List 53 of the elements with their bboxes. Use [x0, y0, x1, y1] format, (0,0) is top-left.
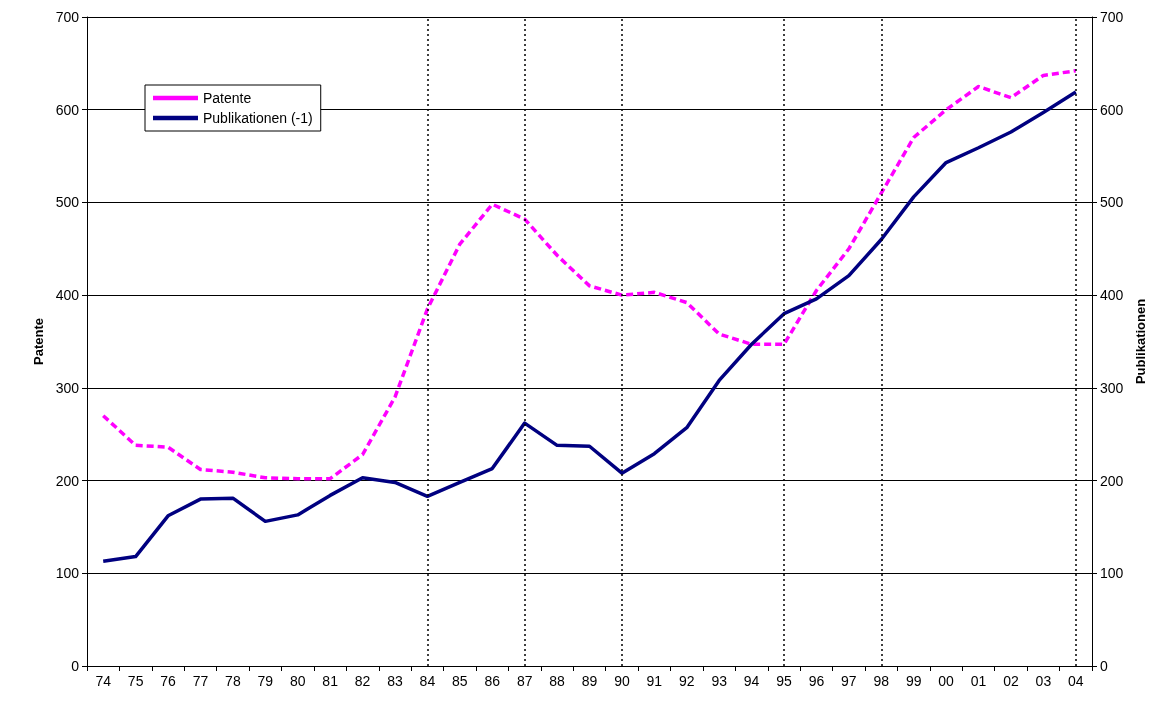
y-tick-label: 500	[55, 194, 80, 211]
x-tick-label: 87	[516, 673, 533, 689]
x-tick-label: 80	[289, 673, 306, 689]
y2-tick-label: 400	[1100, 287, 1124, 304]
y2-tick-label: 100	[1100, 565, 1124, 582]
x-tick-label: 75	[127, 673, 144, 689]
y2-tick-label: 300	[1100, 379, 1124, 396]
y2-tick-label: 600	[1100, 101, 1124, 118]
y2-axis-title: Publikationen	[1133, 298, 1149, 385]
y2-tick-label: 700	[1100, 9, 1124, 25]
x-tick-label: 82	[354, 673, 371, 689]
y2-tick-label: 200	[1100, 472, 1124, 489]
x-tick-label: 04	[1068, 673, 1084, 689]
x-tick-label: 78	[225, 673, 241, 689]
x-tick-label: 97	[841, 673, 857, 689]
x-tick-label: 96	[808, 673, 825, 689]
x-tick-label: 85	[452, 673, 468, 689]
x-tick-label: 92	[678, 673, 695, 689]
x-tick-label: 94	[743, 673, 760, 689]
x-tick-label: 84	[419, 673, 436, 689]
legend-label: Patente	[203, 90, 252, 106]
x-tick-label: 88	[549, 673, 566, 689]
x-tick-label: 81	[322, 673, 339, 689]
y-tick-label: 700	[55, 9, 80, 25]
y-tick-label: 600	[55, 101, 80, 118]
y2-tick-label: 0	[1100, 658, 1108, 674]
x-tick-label: 93	[711, 673, 728, 689]
y-tick-label: 0	[71, 658, 80, 674]
x-tick-label: 02	[1003, 673, 1019, 689]
x-tick-label: 76	[160, 673, 177, 689]
x-tick-label: 74	[95, 673, 112, 689]
line-series	[101, 69, 1078, 481]
y-tick-label: 300	[55, 379, 80, 396]
legend-label: Publikationen (-1)	[203, 110, 313, 126]
y2-tick-label: 500	[1100, 194, 1124, 211]
x-tick-label: 86	[484, 673, 501, 689]
y-tick-label: 200	[55, 472, 80, 489]
x-tick-label: 89	[581, 673, 598, 689]
x-tick-label: 77	[192, 673, 209, 689]
x-tick-label: 90	[614, 673, 630, 689]
line-series	[101, 90, 1078, 563]
x-tick-label: 99	[905, 673, 922, 689]
x-tick-label: 01	[970, 673, 987, 689]
x-tick-label: 98	[873, 673, 890, 689]
y-tick-label: 100	[55, 565, 80, 582]
x-tick-label: 91	[646, 673, 663, 689]
x-tick-label: 79	[257, 673, 274, 689]
x-tick-label: 00	[938, 673, 955, 689]
x-tick-label: 95	[776, 673, 793, 689]
y-tick-label: 400	[55, 287, 80, 304]
y-axis-title: Patente	[30, 318, 46, 365]
x-tick-label: 03	[1035, 673, 1052, 689]
x-tick-label: 83	[387, 673, 403, 689]
